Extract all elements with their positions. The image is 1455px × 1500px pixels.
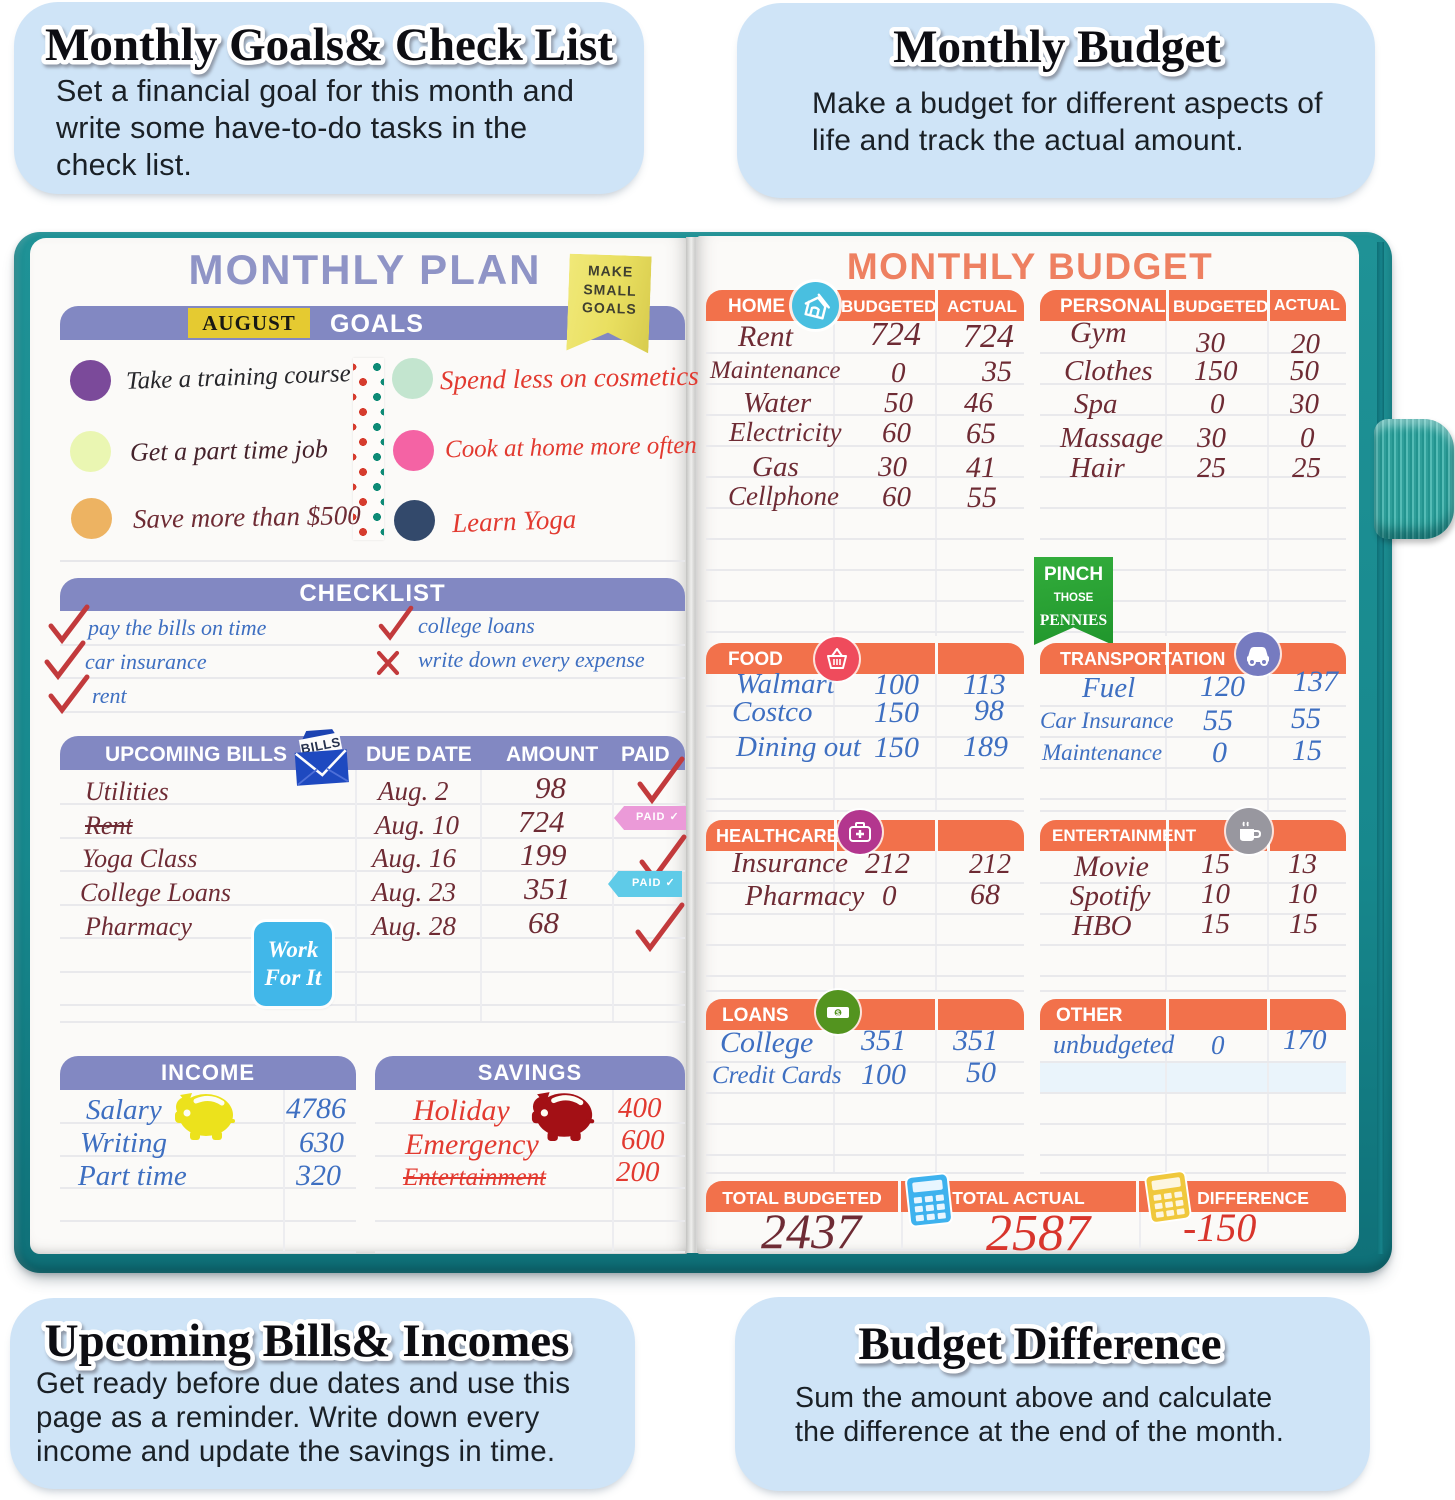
svg-text:Monthly Goals& Check List: Monthly Goals& Check List xyxy=(45,19,613,71)
svg-text:Monthly Budget: Monthly Budget xyxy=(893,21,1221,73)
svg-text:Upcoming Bills& Incomes: Upcoming Bills& Incomes xyxy=(45,1315,570,1367)
svg-text:$: $ xyxy=(836,1010,840,1017)
svg-text:Budget Difference: Budget Difference xyxy=(858,1318,1221,1370)
